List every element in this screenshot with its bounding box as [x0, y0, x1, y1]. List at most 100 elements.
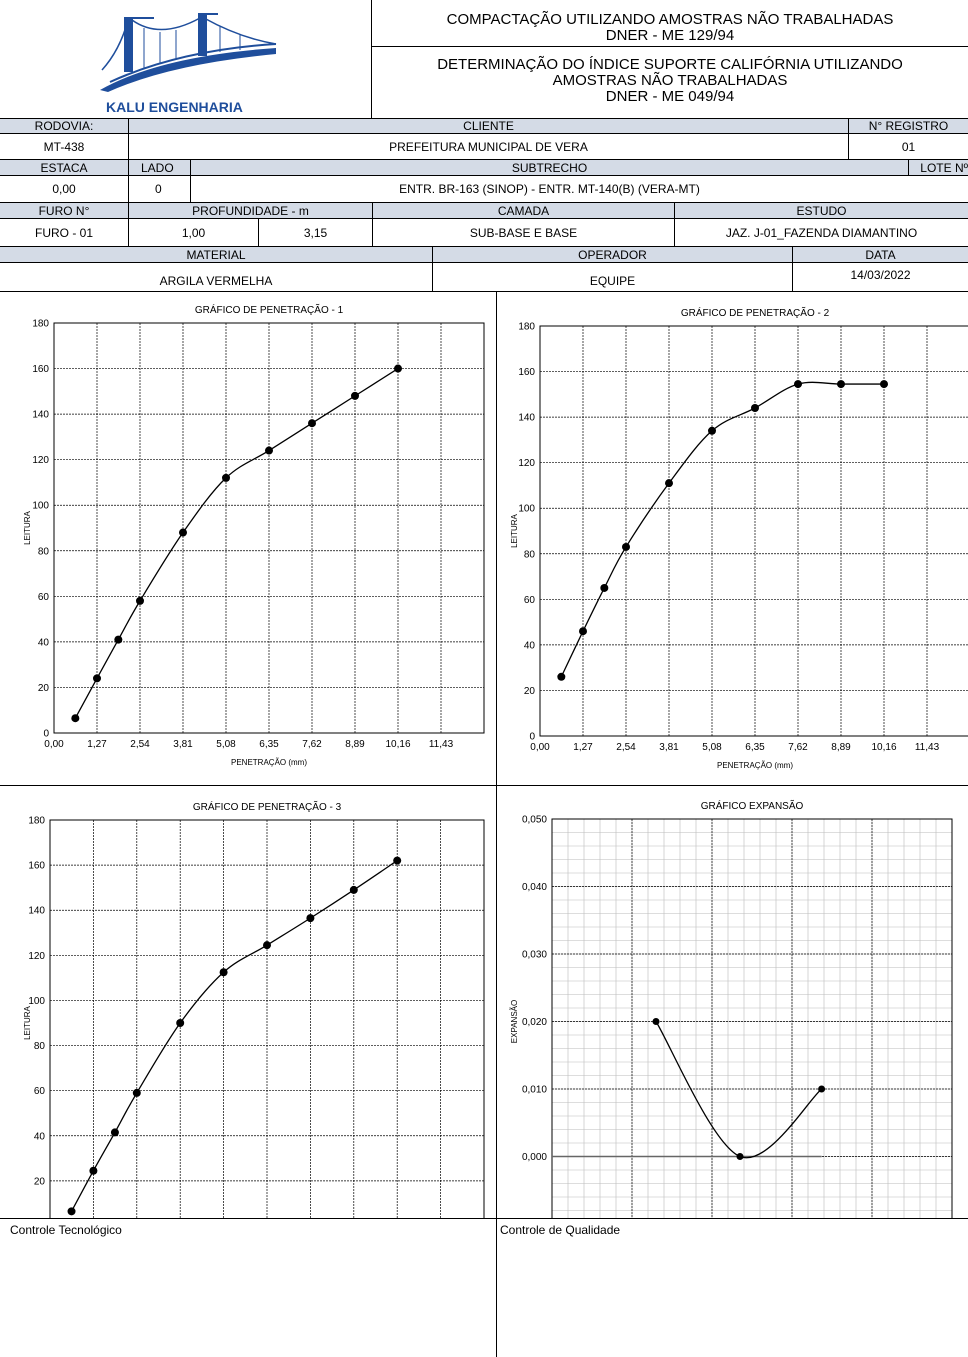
- data-value: 14/03/2022: [792, 262, 968, 292]
- data-point: [179, 528, 187, 537]
- registro-label: N° REGISTRO: [848, 118, 968, 133]
- footer-controle-tecnologico: Controle Tecnológico: [10, 1223, 122, 1237]
- title2-line2: AMOSTRAS NÃO TRABALHADAS: [552, 72, 788, 89]
- estudo-value: JAZ. J-01_FAZENDA DIAMANTINO: [674, 218, 968, 247]
- chart-title: GRÁFICO EXPANSÃO: [701, 799, 804, 812]
- y-tick-label: 60: [38, 592, 50, 603]
- estaca-label: ESTACA: [0, 160, 128, 175]
- y-tick-label: 180: [32, 319, 49, 330]
- chart-title: GRÁFICO DE PENETRAÇÃO - 2: [681, 306, 830, 319]
- y-tick-label: 140: [28, 906, 45, 917]
- data-point: [557, 672, 566, 681]
- material-label: MATERIAL: [0, 247, 432, 262]
- y-tick-label: 100: [518, 504, 535, 515]
- y-tick-label: 180: [518, 322, 535, 333]
- series-line: [74, 368, 399, 719]
- bridge-logo-icon: [100, 13, 277, 92]
- y-tick-label: 100: [32, 501, 49, 512]
- data-point: [794, 380, 802, 389]
- chart-penetracao-2: GRÁFICO DE PENETRAÇÃO - 2 0,00 1,27 2,54 3,8…: [510, 306, 968, 770]
- operador-value: EQUIPE: [432, 262, 792, 292]
- footer-controle-qualidade: Controle de Qualidade: [500, 1223, 621, 1237]
- data-point: [622, 542, 630, 551]
- x-tick-label: 0,00: [530, 742, 550, 753]
- chart-penetracao-3: GRÁFICO DE PENETRAÇÃO - 30,001,272,543,8…: [23, 800, 485, 1218]
- y-tick-label: 160: [518, 367, 535, 378]
- y-tick-label: 0,030: [522, 950, 547, 961]
- y-tick-label: 0: [43, 729, 49, 740]
- title-compactacao: COMPACTAÇÃO UTILIZANDO AMOSTRAS NÃO TRAB…: [372, 12, 968, 44]
- y-tick-label: 20: [524, 686, 536, 697]
- x-tick-label: 7,62: [788, 742, 808, 753]
- data-point: [110, 1128, 119, 1137]
- data-point: [265, 446, 273, 455]
- y-tick-label: 140: [32, 410, 49, 421]
- x-tick-label: 1,27: [573, 742, 593, 753]
- registro-value: 01: [848, 133, 968, 160]
- data-point: [837, 380, 845, 389]
- y-tick-label: 80: [34, 1041, 46, 1052]
- rodovia-value: MT-438: [0, 133, 128, 160]
- profundidade-de: 1,00: [128, 218, 258, 247]
- company-name: KALU ENGENHARIA: [106, 99, 243, 115]
- y-axis-label: LEITURA: [510, 513, 519, 547]
- x-tick-label: 3,81: [659, 742, 679, 753]
- furo-value: FURO - 01: [0, 218, 128, 247]
- y-tick-label: 40: [34, 1131, 46, 1142]
- x-tick-label: 5,08: [216, 739, 236, 750]
- y-axis-label: LEITURA: [23, 510, 32, 544]
- furo-label: FURO N°: [0, 203, 128, 218]
- x-tick-label: 6,35: [745, 742, 765, 753]
- logo: KALU ENGENHARIA: [0, 0, 372, 118]
- estaca-value: 0,00: [0, 175, 128, 203]
- data-point: [93, 674, 101, 683]
- y-tick-label: 180: [28, 816, 45, 827]
- estudo-label: ESTUDO: [674, 203, 968, 218]
- y-tick-label: 40: [38, 637, 50, 648]
- x-axis-label: PENETRAÇÃO (mm): [717, 761, 793, 770]
- series-line: [70, 860, 398, 1212]
- x-tick-label: 8,89: [831, 742, 851, 753]
- plot-frame: [551, 818, 953, 1218]
- data-point: [394, 364, 402, 373]
- x-tick-label: 2,54: [616, 742, 636, 753]
- y-tick-label: 80: [524, 549, 536, 560]
- data-point: [89, 1166, 98, 1175]
- data-point: [351, 391, 359, 400]
- data-point: [708, 426, 716, 435]
- y-tick-label: 120: [32, 455, 49, 466]
- rodovia-label: RODOVIA:: [0, 118, 128, 133]
- chart-title: GRÁFICO DE PENETRAÇÃO - 1: [195, 303, 344, 316]
- y-tick-label: 0,040: [522, 882, 547, 893]
- chart-expansao: GRÁFICO EXPANSÃO5,56,57,58,59,510,5-0,01…: [510, 799, 953, 1218]
- series-line: [655, 1021, 823, 1159]
- camada-label: CAMADA: [372, 203, 674, 218]
- x-tick-label: 7,62: [302, 739, 322, 750]
- y-tick-label: 80: [38, 546, 50, 557]
- lote-value: [908, 175, 968, 203]
- plot-frame: [539, 325, 968, 737]
- data-point: [880, 380, 888, 389]
- panel-horizontal-divider-1: [0, 785, 968, 786]
- title-divider: [372, 46, 968, 47]
- plot-frame: [53, 322, 485, 734]
- y-tick-label: 0,050: [522, 815, 547, 826]
- data-point: [71, 714, 80, 723]
- data-point: [219, 968, 228, 977]
- data-point: [349, 885, 358, 894]
- series-line: [560, 381, 884, 678]
- subtrecho-value: ENTR. BR-163 (SINOP) - ENTR. MT-140(B) (…: [190, 175, 908, 203]
- operador-label: OPERADOR: [432, 247, 792, 262]
- data-point: [751, 404, 759, 412]
- data-label: DATA: [792, 247, 968, 262]
- y-tick-label: 60: [34, 1086, 46, 1097]
- x-tick-label: 0,00: [44, 739, 64, 750]
- data-point: [263, 941, 271, 950]
- x-tick-label: 1,27: [87, 739, 107, 750]
- data-point: [136, 596, 144, 605]
- data-point: [308, 419, 316, 428]
- y-tick-label: 120: [28, 951, 45, 962]
- y-axis-label: EXPANSÃO: [510, 1000, 519, 1043]
- x-tick-label: 11,43: [915, 742, 940, 753]
- chart-penetracao-1: GRÁFICO DE PENETRAÇÃO - 1 0,00 1,27 2,54 3,8…: [23, 303, 485, 767]
